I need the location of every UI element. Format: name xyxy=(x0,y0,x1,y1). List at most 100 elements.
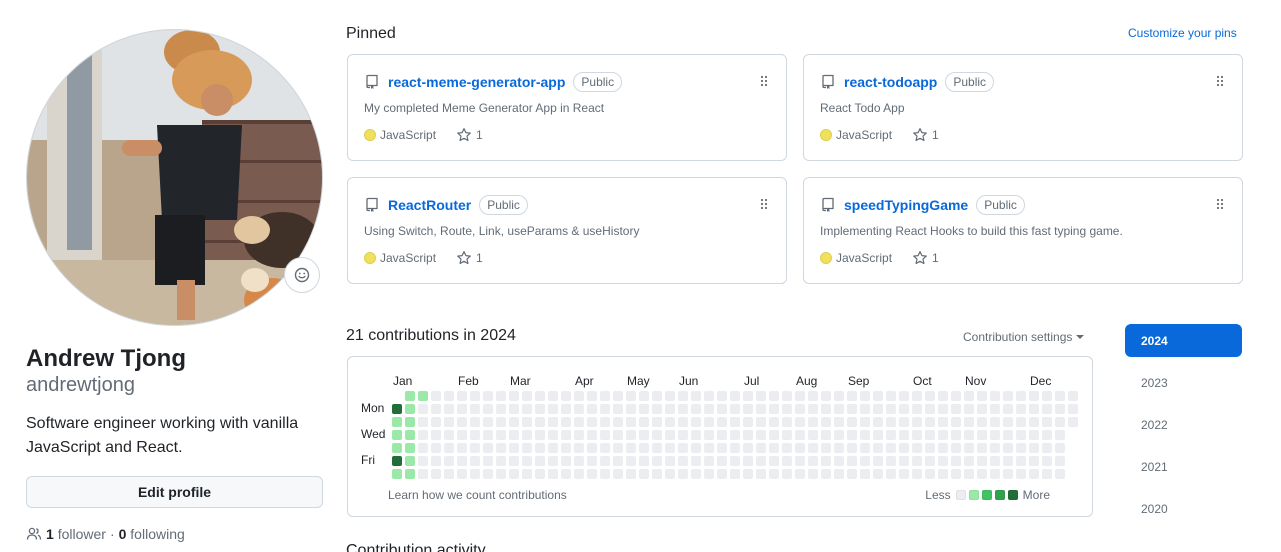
contribution-day[interactable] xyxy=(522,404,532,414)
contribution-day[interactable] xyxy=(561,404,571,414)
contribution-day[interactable] xyxy=(769,456,779,466)
contribution-day[interactable] xyxy=(509,391,519,401)
contribution-day[interactable] xyxy=(808,443,818,453)
contribution-day[interactable] xyxy=(1016,404,1026,414)
contribution-day[interactable] xyxy=(405,443,415,453)
contribution-day[interactable] xyxy=(717,430,727,440)
contribution-day[interactable] xyxy=(1016,417,1026,427)
contribution-day[interactable] xyxy=(522,417,532,427)
contribution-day[interactable] xyxy=(769,404,779,414)
contribution-day[interactable] xyxy=(626,391,636,401)
contribution-day[interactable] xyxy=(639,417,649,427)
contribution-day[interactable] xyxy=(925,391,935,401)
contribution-day[interactable] xyxy=(652,456,662,466)
contribution-day[interactable] xyxy=(951,430,961,440)
contribution-day[interactable] xyxy=(535,443,545,453)
contribution-day[interactable] xyxy=(691,391,701,401)
contribution-day[interactable] xyxy=(1029,469,1039,479)
contribution-day[interactable] xyxy=(925,430,935,440)
contribution-day[interactable] xyxy=(535,456,545,466)
contribution-day[interactable] xyxy=(743,417,753,427)
contribution-day[interactable] xyxy=(626,456,636,466)
contribution-day[interactable] xyxy=(704,430,714,440)
contribution-day[interactable] xyxy=(951,417,961,427)
contribution-day[interactable] xyxy=(483,430,493,440)
contribution-day[interactable] xyxy=(782,391,792,401)
contribution-day[interactable] xyxy=(639,391,649,401)
contribution-day[interactable] xyxy=(756,391,766,401)
contribution-day[interactable] xyxy=(1055,456,1065,466)
contribution-day[interactable] xyxy=(847,391,857,401)
contribution-day[interactable] xyxy=(665,430,675,440)
contribution-day[interactable] xyxy=(548,456,558,466)
contribution-day[interactable] xyxy=(496,417,506,427)
contribution-day[interactable] xyxy=(548,443,558,453)
stargazers-link[interactable]: 1 xyxy=(456,127,483,143)
contribution-day[interactable] xyxy=(457,391,467,401)
contribution-day[interactable] xyxy=(431,404,441,414)
contribution-day[interactable] xyxy=(977,391,987,401)
contribution-day[interactable] xyxy=(938,456,948,466)
contribution-day[interactable] xyxy=(587,391,597,401)
contribution-day[interactable] xyxy=(626,469,636,479)
contribution-day[interactable] xyxy=(925,443,935,453)
contribution-day[interactable] xyxy=(613,391,623,401)
contribution-day[interactable] xyxy=(678,417,688,427)
contribution-day[interactable] xyxy=(912,391,922,401)
contribution-day[interactable] xyxy=(834,456,844,466)
contribution-day[interactable] xyxy=(444,443,454,453)
contribution-day[interactable] xyxy=(795,443,805,453)
contribution-day[interactable] xyxy=(652,469,662,479)
contribution-day[interactable] xyxy=(418,469,428,479)
pinned-repo-name[interactable]: react-todoapp xyxy=(844,74,938,90)
contribution-day[interactable] xyxy=(977,430,987,440)
contribution-day[interactable] xyxy=(756,456,766,466)
contribution-day[interactable] xyxy=(1029,443,1039,453)
contribution-day[interactable] xyxy=(899,391,909,401)
contribution-settings-dropdown[interactable]: Contribution settings xyxy=(963,330,1085,344)
contribution-day[interactable] xyxy=(951,443,961,453)
contribution-day[interactable] xyxy=(535,417,545,427)
contribution-day[interactable] xyxy=(431,417,441,427)
contribution-day[interactable] xyxy=(652,391,662,401)
contribution-day[interactable] xyxy=(574,469,584,479)
contribution-day[interactable] xyxy=(938,404,948,414)
contribution-day[interactable] xyxy=(600,443,610,453)
contribution-day[interactable] xyxy=(1003,404,1013,414)
contribution-day[interactable] xyxy=(873,443,883,453)
contribution-day[interactable] xyxy=(535,391,545,401)
contribution-day[interactable] xyxy=(652,430,662,440)
contribution-day[interactable] xyxy=(769,417,779,427)
contribution-day[interactable] xyxy=(587,430,597,440)
contribution-day[interactable] xyxy=(1016,469,1026,479)
contribution-day[interactable] xyxy=(873,430,883,440)
contribution-day[interactable] xyxy=(912,417,922,427)
contribution-day[interactable] xyxy=(990,469,1000,479)
contribution-day[interactable] xyxy=(769,430,779,440)
contribution-day[interactable] xyxy=(535,430,545,440)
contribution-day[interactable] xyxy=(457,456,467,466)
contribution-day[interactable] xyxy=(587,443,597,453)
contribution-day[interactable] xyxy=(1029,430,1039,440)
contribution-day[interactable] xyxy=(600,391,610,401)
contribution-day[interactable] xyxy=(925,456,935,466)
contribution-day[interactable] xyxy=(1016,456,1026,466)
year-link-2023[interactable]: 2023 xyxy=(1141,375,1168,390)
contribution-day[interactable] xyxy=(717,417,727,427)
contribution-day[interactable] xyxy=(964,417,974,427)
contribution-day[interactable] xyxy=(782,404,792,414)
contribution-day[interactable] xyxy=(860,456,870,466)
contribution-day[interactable] xyxy=(457,430,467,440)
contribution-day[interactable] xyxy=(665,417,675,427)
contribution-day[interactable] xyxy=(704,443,714,453)
contribution-day[interactable] xyxy=(821,417,831,427)
contribution-day[interactable] xyxy=(470,417,480,427)
contribution-day[interactable] xyxy=(834,391,844,401)
contribution-day[interactable] xyxy=(782,469,792,479)
contribution-day[interactable] xyxy=(1055,443,1065,453)
contribution-day[interactable] xyxy=(626,417,636,427)
contribution-day[interactable] xyxy=(886,391,896,401)
contribution-day[interactable] xyxy=(730,417,740,427)
contribution-day[interactable] xyxy=(977,443,987,453)
contribution-day[interactable] xyxy=(587,469,597,479)
